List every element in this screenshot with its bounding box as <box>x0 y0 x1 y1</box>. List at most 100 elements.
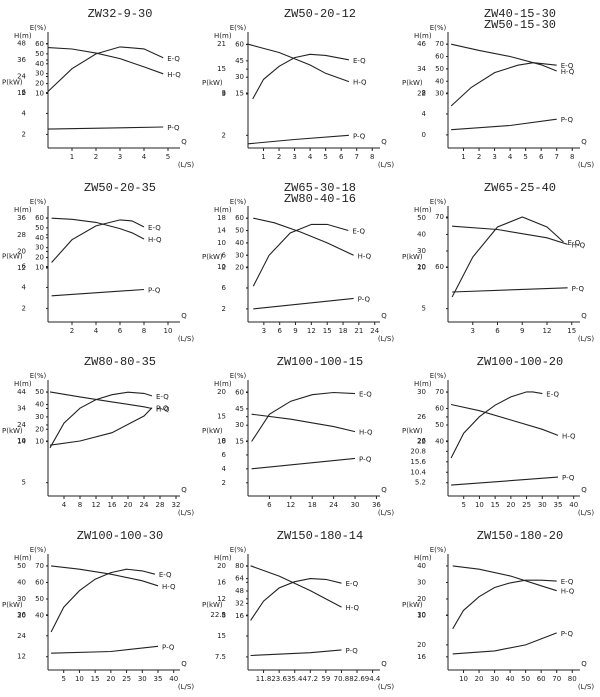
tick-label: 8 <box>422 89 426 97</box>
tick-label: 9 <box>222 90 226 98</box>
y2-axis-label: E(%) <box>30 372 47 380</box>
tick-label: 2 <box>477 153 481 161</box>
x-axis-label: Q <box>381 138 387 146</box>
tick-label: 70.8 <box>334 675 350 683</box>
tick-label: 10 <box>459 675 468 683</box>
tick-label: 35 <box>154 675 163 683</box>
curve-label: P-Q <box>353 132 366 140</box>
tick-label: 50 <box>35 595 44 603</box>
chart-title: ZW100-100-20 <box>477 355 563 369</box>
curve-label: H-Q <box>572 241 586 249</box>
x-axis-label: Q <box>181 486 187 494</box>
tick-label: 21 <box>354 327 363 335</box>
tick-label: 15 <box>491 501 500 509</box>
curve <box>253 297 354 310</box>
tick-label: 9 <box>293 327 297 335</box>
tick-label: 70 <box>435 388 444 396</box>
tick-label: 30 <box>417 578 426 586</box>
y3-axis-label: P(kW) <box>402 601 423 609</box>
tick-label: 44 <box>17 388 26 396</box>
tick-label: 60 <box>35 40 44 48</box>
tick-label: 10 <box>164 327 173 335</box>
tick-label: 60 <box>35 214 44 222</box>
curve <box>450 43 557 72</box>
y-axis-label: H(m) <box>414 32 432 40</box>
y2-axis-label: E(%) <box>230 372 247 380</box>
curve-label: P-Q <box>572 285 585 293</box>
tick-label: 10 <box>35 89 44 97</box>
tick-label: 3 <box>492 153 496 161</box>
curve <box>51 645 159 654</box>
tick-label: 30 <box>417 388 426 396</box>
curve <box>450 62 557 107</box>
tick-label: 12 <box>286 501 295 509</box>
curve <box>51 288 145 297</box>
tick-label: 40 <box>435 437 444 445</box>
x-axis-unit: (L/S) <box>178 683 194 691</box>
tick-label: 6 <box>339 153 344 161</box>
tick-label: 36 <box>372 501 381 509</box>
y2-axis-label: E(%) <box>30 546 47 554</box>
tick-label: 18 <box>339 327 348 335</box>
curve-label: H-Q <box>359 429 373 437</box>
curve-label: H-Q <box>353 79 367 87</box>
curve-label: E-Q <box>568 239 581 247</box>
tick-label: 10 <box>217 263 226 271</box>
tick-label: 20.8 <box>410 447 426 455</box>
chart-title: ZW100-100-30 <box>77 529 163 543</box>
curve <box>51 219 145 263</box>
tick-label: 5 <box>422 305 426 313</box>
tick-label: 45 <box>235 405 244 413</box>
tick-label: 40 <box>435 77 444 85</box>
y3-axis-label: P(kW) <box>2 601 23 609</box>
y3-axis-label: P(kW) <box>402 79 423 87</box>
tick-label: 40 <box>235 239 244 247</box>
tick-label: 20 <box>124 501 133 509</box>
curve <box>252 223 349 287</box>
tick-label: 3 <box>222 89 226 97</box>
tick-label: 14 <box>17 437 26 445</box>
tick-label: 30 <box>351 501 360 509</box>
tick-label: 20 <box>506 501 515 509</box>
curve-label: P-Q <box>162 643 175 651</box>
tick-label: 8 <box>222 611 226 619</box>
tick-label: 15 <box>217 65 226 73</box>
curve <box>452 579 557 630</box>
curve-label: H-Q <box>562 432 576 440</box>
tick-label: 40 <box>35 401 44 409</box>
curve <box>49 391 153 449</box>
tick-label: 70 <box>435 40 444 48</box>
chart-title: ZW50-20-12 <box>284 7 356 21</box>
chart-title: ZW32-9-30 <box>88 7 153 21</box>
tick-label: 40 <box>35 60 44 68</box>
curve <box>452 287 568 293</box>
chart-title: ZW50-20-35 <box>84 181 156 195</box>
tick-label: 35.4 <box>287 675 303 683</box>
tick-label: 2 <box>222 305 226 313</box>
tick-label: 10 <box>417 263 426 271</box>
tick-label: 25 <box>522 501 531 509</box>
tick-label: 10 <box>35 263 44 271</box>
y3-axis-label: P(kW) <box>2 427 23 435</box>
tick-label: 10 <box>75 675 84 683</box>
x-axis-unit: (L/S) <box>178 509 194 517</box>
tick-label: 30 <box>417 611 426 619</box>
tick-label: 24 <box>329 501 338 509</box>
tick-label: 40 <box>17 578 26 586</box>
x-axis-unit: (L/S) <box>378 509 394 517</box>
curve-label: E-Q <box>353 57 366 65</box>
tick-label: 64 <box>235 575 244 583</box>
y3-axis-label: P(kW) <box>202 427 223 435</box>
tick-label: 20 <box>235 264 244 272</box>
chart-title: ZW150-180-20 <box>477 529 563 543</box>
tick-label: 12 <box>217 595 226 603</box>
chart-title: ZW80-40-16 <box>284 192 356 206</box>
curve <box>47 46 164 92</box>
tick-label: 60 <box>435 53 444 61</box>
curve-label: P-Q <box>167 124 180 132</box>
tick-label: 30 <box>138 675 147 683</box>
y3-axis-label: P(kW) <box>2 252 23 260</box>
y2-axis-label: E(%) <box>430 372 447 380</box>
y3-axis-label: P(kW) <box>202 601 223 609</box>
chart-title: ZW150-180-14 <box>277 529 363 543</box>
